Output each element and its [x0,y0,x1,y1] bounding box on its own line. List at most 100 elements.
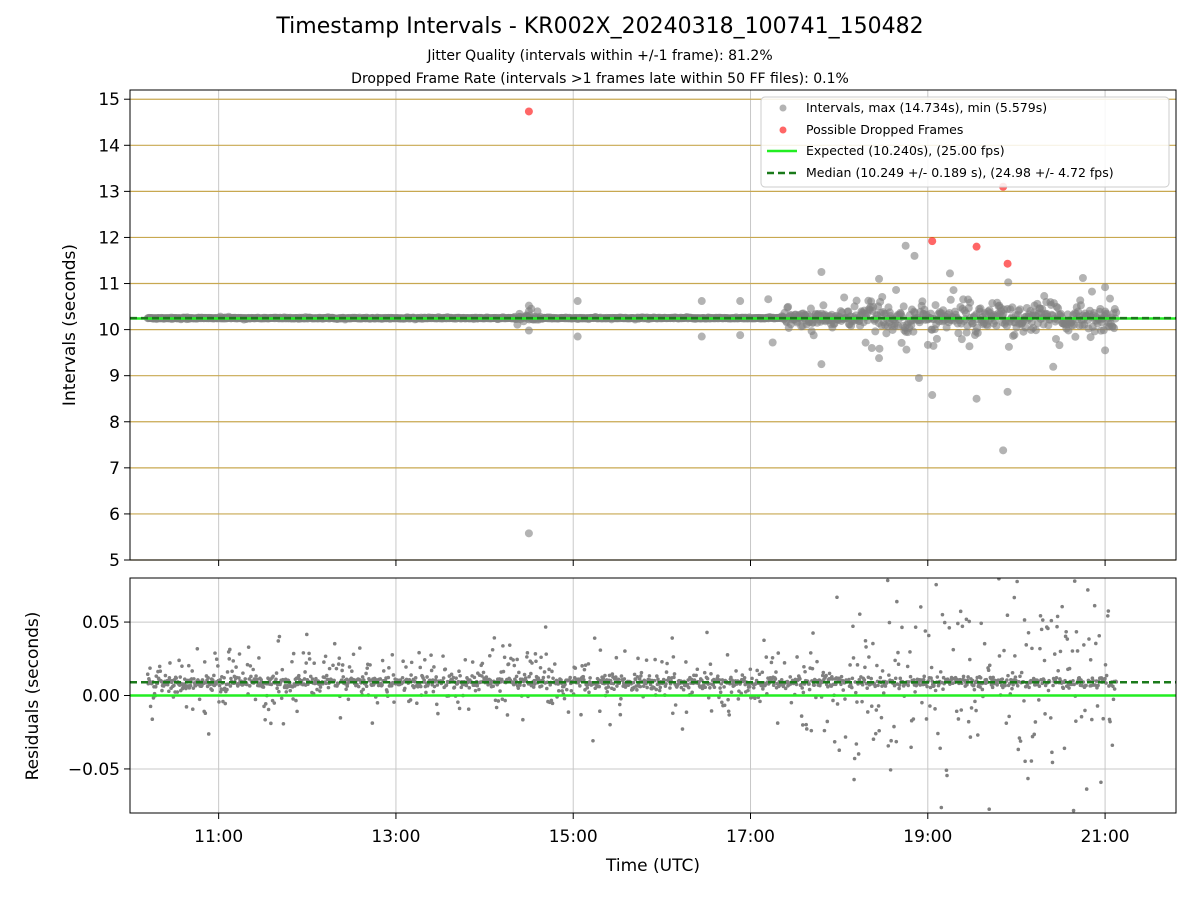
residual-point [716,674,720,678]
residual-point [153,684,158,689]
residual-point [1024,643,1029,647]
residual-point [487,653,492,658]
residual-point [361,687,366,692]
residual-point [431,689,436,694]
residual-point [775,721,780,725]
residual-point [257,656,261,660]
residual-point [722,685,726,689]
residual-point [217,700,221,704]
residual-point [522,683,526,688]
top-y-tick-label: 11 [98,275,120,295]
residual-point [664,670,669,674]
residual-point [841,688,846,692]
residual-point [523,676,528,680]
residual-point [1058,649,1063,654]
interval-point [697,332,706,341]
residual-point [729,675,733,680]
top-y-tick-label: 7 [109,459,120,479]
residual-point [1113,541,1117,545]
residual-point [1090,717,1094,722]
residual-point [1005,678,1009,682]
residual-point [889,738,893,743]
residual-point [965,682,969,687]
residual-point [979,621,984,626]
residual-point [815,659,819,664]
residual-point [648,682,653,687]
residual-point [877,728,881,733]
residual-point [665,661,669,666]
residual-point [684,660,688,664]
residual-point [1101,716,1106,721]
interval-point [945,269,954,278]
interval-point [736,331,745,340]
residual-point [598,709,602,713]
residual-point [933,707,937,711]
residual-point [480,674,484,678]
residual-point [922,674,927,679]
residual-point [484,675,489,679]
residual-point [653,657,657,662]
residual-point [709,672,713,676]
residual-point [896,650,900,655]
residual-point [913,690,917,694]
residual-point [480,661,485,666]
residual-point [1055,624,1059,629]
residual-point [961,674,966,679]
interval-point [764,295,773,304]
residual-point [505,713,510,717]
residual-point [418,665,423,670]
residual-point [247,677,252,681]
residual-point [500,697,505,701]
top-panel-y-axis-label: Intervals (seconds) [60,244,80,406]
residual-point [934,582,938,587]
residual-point [582,677,586,682]
residual-point [954,709,959,714]
residual-point [458,673,462,678]
interval-point [768,338,777,347]
top-y-tick-label: 13 [98,182,120,202]
residual-point [326,685,331,690]
residual-point [157,664,162,669]
residual-point [592,636,597,640]
residual-point [550,669,554,674]
residual-point [1064,629,1068,634]
residual-point [726,697,730,702]
residual-point [541,675,546,680]
residual-point [403,686,407,691]
residual-point [869,704,874,708]
residual-point [908,650,912,654]
residual-point [1070,649,1075,653]
residual-point [154,674,159,678]
residual-point [956,717,961,721]
residual-point [945,773,949,778]
residual-point [1004,721,1009,725]
residual-point [695,667,700,672]
residual-point [750,676,754,681]
interval-point [1040,292,1049,301]
residual-point [612,687,616,692]
residual-point [705,676,710,681]
residual-point [444,683,449,687]
residual-point [1103,676,1107,681]
residual-point [892,683,897,688]
top-panel-y-ticks: 5 6 7 8 9 10 11 12 13 14 15 [98,90,130,571]
residual-point [708,686,712,690]
interval-point [918,297,927,306]
bottom-panel-y-ticks: 0.05 0.00 −0.05 [68,613,130,780]
interval-point [909,327,918,336]
residual-point [1104,681,1108,685]
residual-point [622,677,627,681]
residual-point [380,683,384,687]
residual-point [863,665,867,670]
residual-point [493,698,498,703]
residual-point [529,671,533,676]
residual-point [503,698,507,703]
interval-point [972,394,981,403]
residual-point [607,673,612,678]
residual-point [774,670,778,674]
interval-point [1090,327,1099,336]
residual-point [148,666,152,670]
residual-point [389,683,394,688]
residual-point [913,625,918,629]
residual-point [697,680,701,684]
